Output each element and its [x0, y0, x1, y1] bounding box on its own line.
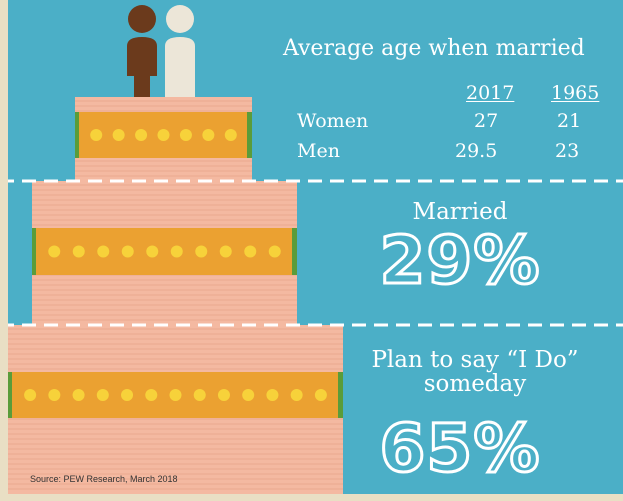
band-dot	[180, 129, 192, 141]
figure-head	[166, 5, 194, 33]
cell: 29.5	[455, 140, 497, 162]
band-end	[247, 112, 252, 158]
band-dot	[90, 129, 102, 141]
band-dot	[73, 246, 85, 258]
band-dot	[48, 389, 60, 401]
band-dot	[135, 129, 147, 141]
cell: 27	[474, 110, 498, 132]
figure-head	[128, 5, 156, 33]
band-dot	[170, 389, 182, 401]
band-dot	[113, 129, 125, 141]
stat-label: Married	[340, 200, 580, 224]
band-dot	[202, 129, 214, 141]
stat-label: Plan to say “I Do” someday	[370, 348, 580, 396]
band-dot	[218, 389, 230, 401]
source-note: Source: PEW Research, March 2018	[30, 474, 178, 484]
band-dot	[97, 389, 109, 401]
band-dot	[269, 246, 281, 258]
band-dot	[24, 389, 36, 401]
table-title: Average age when married	[283, 36, 585, 61]
band-dot	[171, 246, 183, 258]
column-header: 2017	[466, 82, 514, 104]
column-header: 1965	[551, 82, 599, 104]
figure-body	[127, 37, 157, 97]
band-dot	[195, 246, 207, 258]
band-dot	[225, 129, 237, 141]
band-end	[32, 228, 36, 275]
band-end	[8, 372, 12, 418]
band-dot	[48, 246, 60, 258]
figure-body	[165, 37, 195, 97]
row-label: Men	[297, 140, 340, 162]
band-dot	[194, 389, 206, 401]
band-dot	[242, 389, 254, 401]
band-dot	[291, 389, 303, 401]
band-dot	[315, 389, 327, 401]
left-edge	[0, 0, 8, 501]
infographic: Average age when married 2017 1965 Women…	[0, 0, 623, 501]
cell: 23	[555, 140, 579, 162]
band-dot	[97, 246, 109, 258]
row-label: Women	[297, 110, 368, 132]
band-dot	[145, 389, 157, 401]
bottom-edge	[0, 494, 623, 501]
band-dot	[158, 129, 170, 141]
band-end	[75, 112, 79, 158]
band-dot	[122, 246, 134, 258]
band-dot	[73, 389, 85, 401]
band-dot	[266, 389, 278, 401]
cell: 21	[557, 110, 581, 132]
band-dot	[121, 389, 133, 401]
band-dot	[244, 246, 256, 258]
band-dot	[146, 246, 158, 258]
stat-value: 29%	[340, 222, 580, 299]
stat-value: 65%	[340, 410, 580, 487]
band-end	[292, 228, 297, 275]
tier-band	[32, 228, 297, 275]
band-dot	[220, 246, 232, 258]
